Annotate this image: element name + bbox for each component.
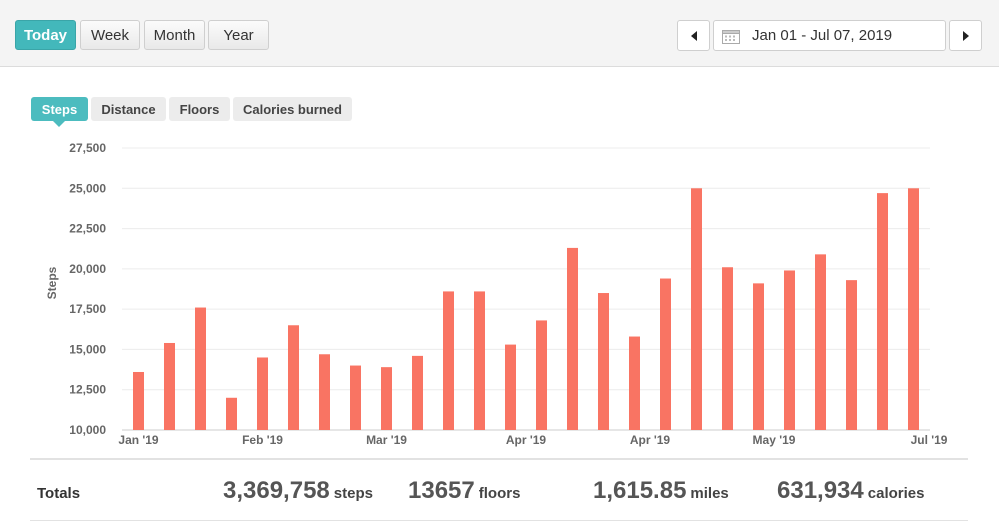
total-steps-unit: steps bbox=[333, 485, 373, 502]
bar[interactable] bbox=[567, 247, 578, 430]
bar[interactable] bbox=[629, 336, 640, 430]
metric-tab-steps[interactable]: Steps bbox=[31, 97, 88, 121]
metric-tab-distance[interactable]: Distance bbox=[91, 97, 166, 121]
total-miles-unit: miles bbox=[690, 485, 729, 502]
bar[interactable] bbox=[784, 270, 795, 430]
tab-month[interactable]: Month bbox=[144, 20, 205, 50]
total-miles-value: 1,615.85 bbox=[593, 477, 687, 504]
y-tick-label: 15,000 bbox=[69, 342, 106, 356]
bar[interactable] bbox=[319, 354, 330, 430]
total-calories-value: 631,934 bbox=[777, 477, 864, 504]
total-steps: 3,369,758 steps bbox=[223, 477, 373, 505]
x-tick-label: Apr '19 bbox=[506, 433, 547, 447]
toolbar: Today Week Month Year Jan 01 - Jul 07, 2… bbox=[0, 0, 999, 67]
bar[interactable] bbox=[133, 371, 144, 430]
bar[interactable] bbox=[412, 355, 423, 430]
bar[interactable] bbox=[257, 357, 268, 430]
bar[interactable] bbox=[877, 193, 888, 430]
y-axis-label: Steps bbox=[45, 266, 59, 299]
bar[interactable] bbox=[474, 291, 485, 430]
tab-year[interactable]: Year bbox=[208, 20, 269, 50]
date-range-text: Jan 01 - Jul 07, 2019 bbox=[752, 27, 893, 44]
x-tick-label: Feb '19 bbox=[242, 433, 283, 447]
x-tick-label: May '19 bbox=[753, 433, 796, 447]
steps-bar-chart: 10,000 12,500 15,000 17,500 20,000 22,500 25,0… bbox=[45, 141, 948, 447]
bar[interactable] bbox=[350, 365, 361, 430]
y-tick-label: 22,500 bbox=[69, 222, 106, 236]
bar[interactable] bbox=[815, 254, 826, 430]
totals-bottom-divider bbox=[30, 520, 968, 521]
y-tick-label: 25,000 bbox=[69, 181, 106, 195]
bar[interactable] bbox=[598, 293, 609, 430]
bar[interactable] bbox=[164, 342, 175, 430]
total-steps-value: 3,369,758 bbox=[223, 477, 330, 504]
tab-today[interactable]: Today bbox=[15, 20, 76, 50]
bar[interactable] bbox=[722, 267, 733, 430]
bar[interactable] bbox=[691, 188, 702, 430]
total-miles: 1,615.85 miles bbox=[593, 477, 729, 505]
chevron-left-icon bbox=[690, 30, 697, 41]
metric-tab-calories-burned[interactable]: Calories burned bbox=[233, 97, 352, 121]
total-calories-unit: calories bbox=[867, 485, 925, 502]
bar[interactable] bbox=[443, 291, 454, 430]
total-floors: 13657 floors bbox=[408, 477, 520, 505]
chevron-right-icon bbox=[962, 30, 969, 41]
bar[interactable] bbox=[536, 320, 547, 430]
tab-week[interactable]: Week bbox=[80, 20, 140, 50]
y-tick-label: 12,500 bbox=[69, 383, 106, 397]
y-tick-label: 10,000 bbox=[69, 423, 106, 437]
x-tick-label: Apr '19 bbox=[630, 433, 671, 447]
y-tick-label: 17,500 bbox=[69, 302, 106, 316]
totals-divider bbox=[30, 458, 968, 460]
bar[interactable] bbox=[753, 283, 764, 430]
bar[interactable] bbox=[908, 188, 919, 430]
x-tick-label: Jan '19 bbox=[118, 433, 159, 447]
previous-range-button[interactable] bbox=[677, 20, 710, 51]
total-floors-unit: floors bbox=[478, 485, 521, 502]
bar[interactable] bbox=[660, 278, 671, 430]
x-tick-label: Mar '19 bbox=[366, 433, 407, 447]
bar[interactable] bbox=[381, 367, 392, 430]
x-tick-label: Jul '19 bbox=[911, 433, 948, 447]
y-tick-label: 27,500 bbox=[69, 141, 106, 155]
total-calories: 631,934 calories bbox=[777, 477, 924, 505]
bar[interactable] bbox=[288, 325, 299, 430]
totals-label: Totals bbox=[37, 485, 81, 502]
next-range-button[interactable] bbox=[949, 20, 982, 51]
bar[interactable] bbox=[846, 280, 857, 430]
calendar-icon bbox=[722, 29, 740, 44]
total-floors-value: 13657 bbox=[408, 477, 475, 504]
date-range-picker[interactable]: Jan 01 - Jul 07, 2019 bbox=[713, 20, 946, 51]
bar[interactable] bbox=[195, 307, 206, 430]
bar[interactable] bbox=[226, 397, 237, 430]
active-tab-pointer bbox=[53, 121, 65, 127]
y-tick-label: 20,000 bbox=[69, 262, 106, 276]
bar[interactable] bbox=[505, 344, 516, 430]
metric-tab-floors[interactable]: Floors bbox=[169, 97, 230, 121]
